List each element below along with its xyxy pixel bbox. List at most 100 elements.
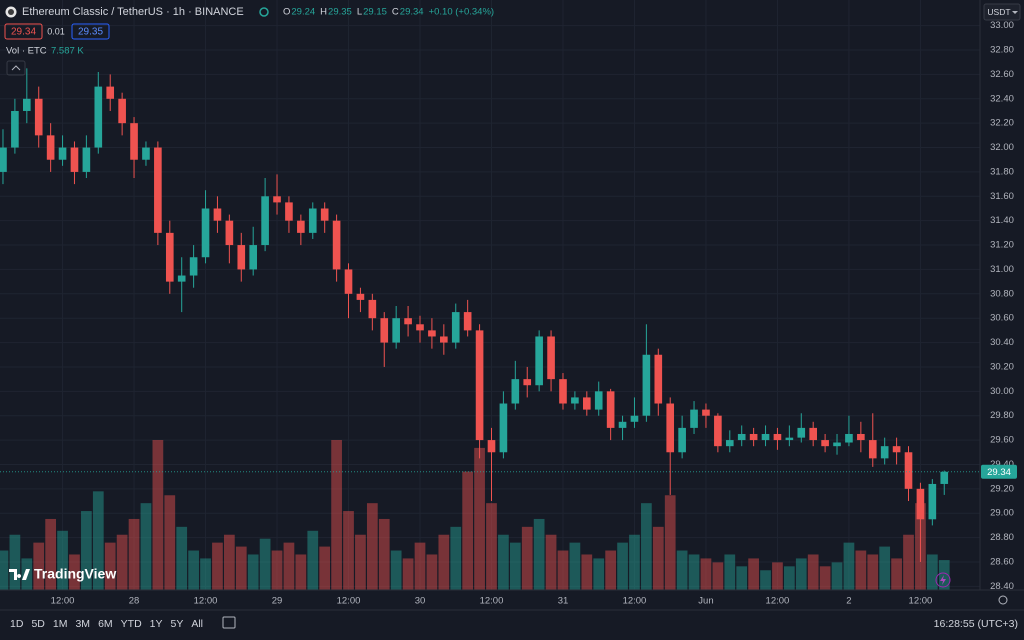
candle-body — [463, 312, 472, 331]
volume-bar — [700, 558, 712, 590]
x-tick-label: 12:00 — [909, 596, 933, 607]
volume-bar — [164, 495, 176, 590]
currency-button[interactable] — [983, 3, 1021, 21]
candle-body — [940, 471, 949, 484]
candle-body — [785, 437, 794, 441]
volume-bar — [569, 542, 581, 590]
collapse-icon[interactable] — [11, 65, 21, 71]
candle-body — [368, 299, 377, 319]
candle-body — [249, 245, 258, 270]
range-button[interactable]: 5D — [31, 618, 45, 630]
y-tick-label: 28.40 — [990, 581, 1014, 592]
volume-bar — [283, 542, 295, 590]
x-tick-label: 31 — [558, 596, 569, 607]
volume-bar — [200, 558, 211, 590]
volume-bar — [0, 550, 9, 590]
volume-bar — [116, 534, 128, 590]
volume-bar — [462, 471, 474, 590]
volume-bar — [676, 550, 688, 590]
candle-body — [344, 269, 353, 294]
volume-last: 7.587 K — [51, 46, 84, 57]
candle-body — [475, 330, 484, 441]
range-button[interactable]: 5Y — [171, 618, 184, 630]
volume-bar — [366, 503, 378, 590]
candle-body — [273, 196, 281, 203]
candle-body — [761, 433, 770, 441]
candle-body — [571, 397, 579, 404]
bid-box[interactable] — [4, 23, 43, 40]
market-status[interactable] — [259, 7, 269, 17]
candle-body — [0, 147, 7, 172]
candle-body — [440, 336, 448, 343]
range-button[interactable]: 3M — [75, 618, 90, 630]
logo[interactable]: TradingView — [34, 566, 116, 582]
volume-bar — [331, 440, 342, 590]
candle-body — [320, 208, 329, 221]
range-button[interactable]: 1D — [10, 618, 24, 630]
alert-bolt[interactable] — [940, 575, 946, 585]
volume-bar — [891, 558, 902, 590]
candle-body — [82, 147, 91, 172]
x-tick-label: 29 — [272, 596, 283, 607]
candle-body — [189, 257, 198, 276]
volume-bar — [903, 534, 914, 590]
collapse-button[interactable] — [6, 60, 26, 76]
y-tick-label: 30.40 — [990, 337, 1014, 348]
candle-body — [308, 208, 317, 233]
candle-body — [154, 147, 162, 233]
volume-bar — [235, 546, 247, 590]
volume-bar — [926, 554, 938, 590]
candle-body — [690, 409, 698, 428]
y-tick-label: 32.00 — [990, 142, 1014, 153]
x-tick-label: 12:00 — [337, 596, 361, 607]
settings-icon[interactable] — [998, 595, 1008, 605]
symbol-title[interactable]: Ethereum Classic / TetherUS · 1h · BINAN… — [22, 6, 244, 18]
candle-body — [70, 147, 79, 172]
candle-body — [106, 86, 115, 99]
x-tick-label: 2 — [846, 596, 851, 607]
date-range-icon[interactable] — [222, 616, 236, 629]
candle-body — [511, 379, 520, 404]
range-button[interactable]: All — [191, 618, 203, 630]
volume-bar — [307, 530, 319, 590]
candle-body — [714, 415, 722, 447]
volume-bar — [33, 542, 45, 590]
bid-price[interactable]: 29.34 — [11, 27, 36, 38]
volume-bar — [378, 518, 390, 590]
currency-caret[interactable] — [1012, 11, 1018, 14]
volume-bar — [247, 554, 259, 590]
ask-price[interactable]: 29.35 — [78, 27, 103, 38]
volume-bar — [414, 542, 426, 590]
volume-bar — [140, 503, 152, 590]
candle-body — [749, 433, 758, 441]
volume-bar — [9, 534, 21, 590]
alert-icon[interactable] — [935, 572, 951, 588]
candle-body — [416, 324, 424, 331]
volume-bar — [867, 554, 879, 590]
candle-body — [594, 391, 603, 410]
axis-layer: 28.40 28.60 28.80 29.00 29.20 29.40 29.60 29.80… — [0, 20, 1017, 607]
candle-body — [725, 440, 734, 447]
candle-body — [46, 135, 55, 160]
symbol-icon-inner — [8, 9, 14, 15]
candle-body — [821, 440, 829, 447]
clock: 16:28:55 (UTC+3) — [934, 618, 1018, 630]
volume-bar — [81, 511, 92, 590]
candle-body — [261, 196, 269, 246]
candle-body — [833, 442, 841, 447]
volume-bar — [319, 546, 331, 590]
candle-body — [678, 427, 686, 453]
range-button[interactable]: YTD — [121, 618, 142, 630]
candle-body — [177, 275, 186, 282]
logo-icon[interactable] — [9, 569, 30, 580]
candle-body — [201, 208, 210, 258]
currency[interactable]: USDT — [987, 7, 1010, 17]
candle-body — [142, 147, 150, 160]
range-button[interactable]: 6M — [98, 618, 113, 630]
ask-box[interactable] — [71, 23, 110, 40]
range-button[interactable]: 1Y — [150, 618, 163, 630]
candle-body — [380, 318, 389, 343]
volume-bar — [212, 542, 223, 590]
range-button[interactable]: 1M — [53, 618, 68, 630]
